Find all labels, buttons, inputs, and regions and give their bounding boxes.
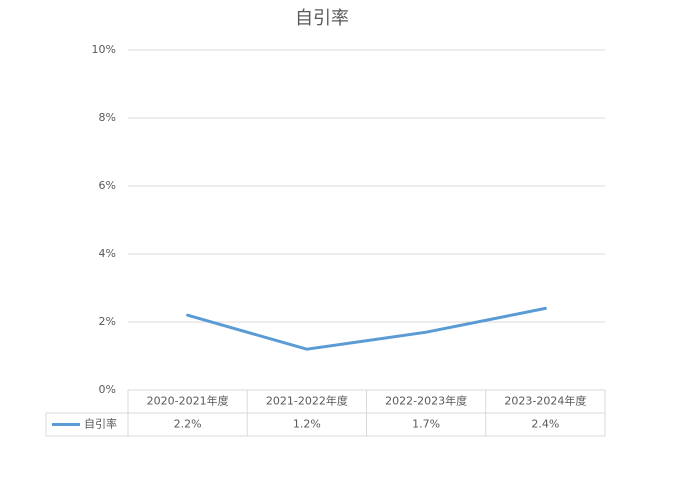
y-tick-label: 6% [99,179,116,192]
y-tick-label: 8% [99,111,116,124]
data-label: 2.4% [531,418,559,431]
y-tick-label: 10% [92,43,116,56]
chart-title: 自引率 [295,8,349,29]
data-label: 1.7% [412,418,440,431]
y-tick-label: 0% [99,383,116,396]
x-tick-label: 2023-2024年度 [504,394,586,408]
legend-label: 自引率 [84,417,117,431]
x-tick-label: 2020-2021年度 [147,394,229,408]
x-tick-label: 2021-2022年度 [266,394,348,408]
data-label: 2.2% [174,418,202,431]
y-tick-label: 2% [99,315,116,328]
data-label: 1.2% [293,418,321,431]
y-tick-label: 4% [99,247,116,260]
x-tick-label: 2022-2023年度 [385,394,467,408]
series-line [186,306,547,351]
